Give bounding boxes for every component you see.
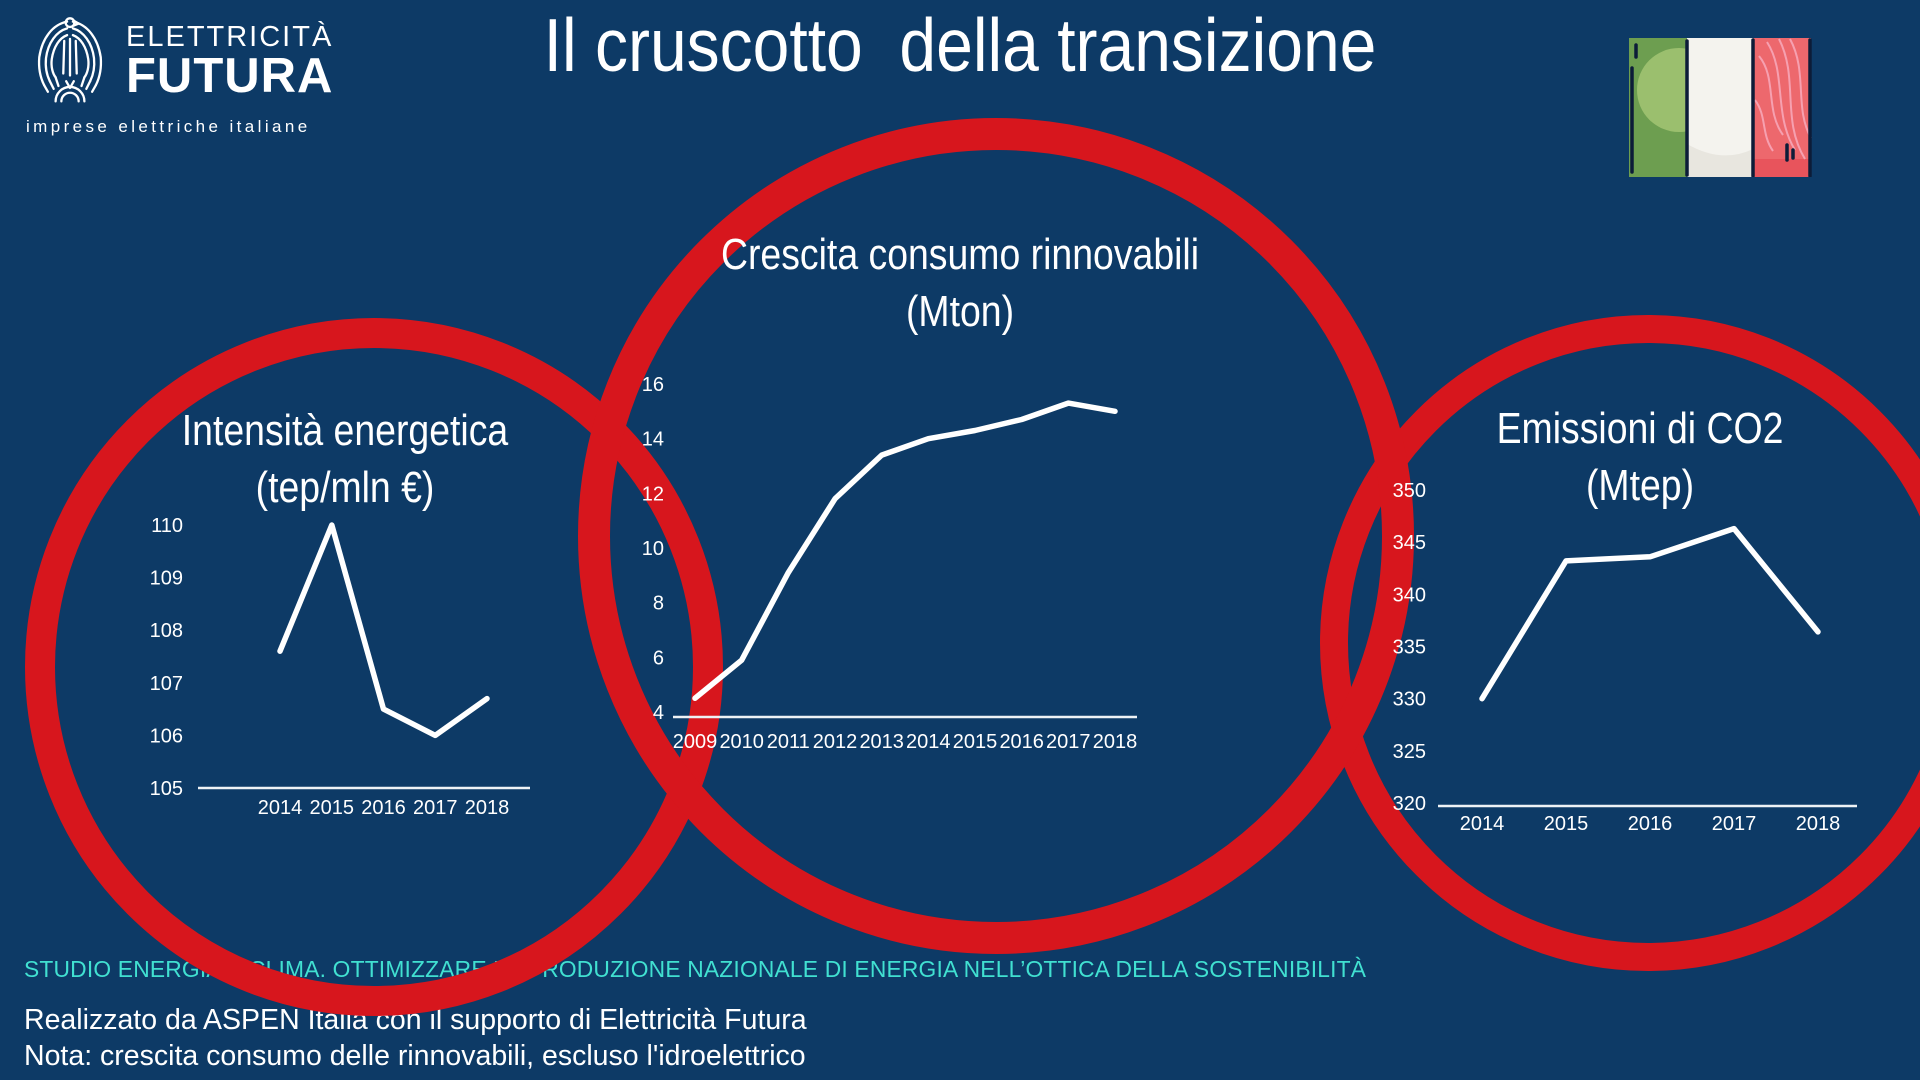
y-axis-tick-label: 14	[642, 429, 664, 451]
y-axis-tick-label: 109	[150, 568, 183, 590]
y-axis-tick-label: 330	[1393, 689, 1426, 711]
x-axis-tick-label: 2017	[1712, 813, 1757, 835]
x-axis-tick-label: 2016	[1628, 813, 1673, 835]
chart-crescita-rinnovabili: Crescita consumo rinnovabili (Mton) 16 14…	[600, 226, 1320, 753]
x-axis-tick-label: 2018	[1093, 731, 1138, 753]
x-axis-tick-label: 2016	[999, 731, 1043, 753]
chart-title: Crescita consumo rinnovabili	[720, 230, 1200, 279]
x-axis-tick-label: 2009	[673, 731, 718, 753]
y-axis-tick-label: 320	[1393, 793, 1426, 815]
x-axis-tick-label: 2016	[361, 797, 406, 819]
logo-tagline: imprese elettriche italiane	[26, 117, 311, 136]
x-axis-tick-label: 2015	[953, 731, 998, 753]
italy-flag-icon	[1629, 38, 1812, 177]
chart-subtitle: (Mton)	[905, 287, 1015, 337]
x-axis-tick-label: 2012	[813, 731, 858, 753]
chart-title: Emissioni di CO2	[1496, 404, 1784, 453]
data-line	[277, 522, 490, 739]
page-title: Il cruscotto della transizione	[543, 3, 1377, 87]
y-axis-tick-label: 106	[150, 725, 183, 747]
y-axis-tick-label: 110	[151, 515, 183, 537]
x-axis-tick-label: 2015	[310, 797, 355, 819]
eagle-logo-icon	[37, 17, 103, 103]
y-axis-tick-label: 16	[642, 374, 664, 396]
emissioni-co2-plot: 350 345 340 335 330 325 320 2014 2015 2016 2017 201…	[1393, 480, 1857, 835]
data-line	[1479, 525, 1821, 702]
logo-brand-line2: FUTURA	[126, 49, 334, 104]
y-axis-tick-label: 105	[150, 778, 183, 800]
x-axis-tick-label: 2014	[1460, 813, 1505, 835]
x-axis-tick-label: 2014	[258, 797, 303, 819]
y-axis-tick-label: 6	[653, 647, 664, 669]
x-axis-tick-label: 2010	[719, 731, 764, 753]
x-axis-tick-label: 2013	[859, 731, 904, 753]
x-axis-tick-label: 2017	[1046, 731, 1091, 753]
y-axis-tick-label: 340	[1393, 584, 1426, 606]
y-axis-tick-label: 108	[150, 620, 183, 642]
chart-emissioni-co2: Emissioni di CO2 (Mtep) 350 345 340 335 330 3…	[1380, 400, 1900, 835]
x-axis-tick-label: 2018	[465, 797, 510, 819]
elettricita-futura-logo: ELETTRICITÀ FUTURA imprese elettriche it…	[26, 14, 333, 137]
chart-subtitle: (tep/mln €)	[255, 463, 435, 513]
x-axis-tick-label: 2018	[1796, 813, 1841, 835]
y-axis-tick-label: 335	[1393, 637, 1426, 659]
x-axis-tick-label: 2014	[906, 731, 951, 753]
y-axis-tick-label: 10	[642, 538, 664, 560]
note-line: Nota: crescita consumo delle rinnovabili…	[24, 1040, 806, 1072]
logo-brand-line1: ELETTRICITÀ	[126, 21, 334, 53]
x-axis-tick-label: 2017	[413, 797, 458, 819]
intensita-energetica-plot: 110 109 108 107 106 105 2014 2015 2016 2017 2018	[150, 515, 530, 819]
chart-intensita-energetica: Intensità energetica (tep/mln €) 110 109 1…	[125, 402, 565, 819]
x-axis-tick-label: 2015	[1544, 813, 1589, 835]
y-axis-tick-label: 8	[653, 593, 664, 615]
chart-title: Intensità energetica	[181, 406, 509, 455]
y-axis-tick-label: 345	[1393, 532, 1426, 554]
y-axis-tick-label: 325	[1393, 741, 1426, 763]
chart-subtitle: (Mtep)	[1585, 461, 1695, 511]
y-axis-tick-label: 107	[150, 673, 183, 695]
y-axis-tick-label: 350	[1393, 480, 1426, 502]
y-axis-tick-label: 4	[653, 702, 664, 724]
y-axis-tick-label: 12	[642, 483, 664, 505]
x-axis-tick-label: 2011	[767, 731, 810, 753]
data-line	[692, 400, 1118, 702]
